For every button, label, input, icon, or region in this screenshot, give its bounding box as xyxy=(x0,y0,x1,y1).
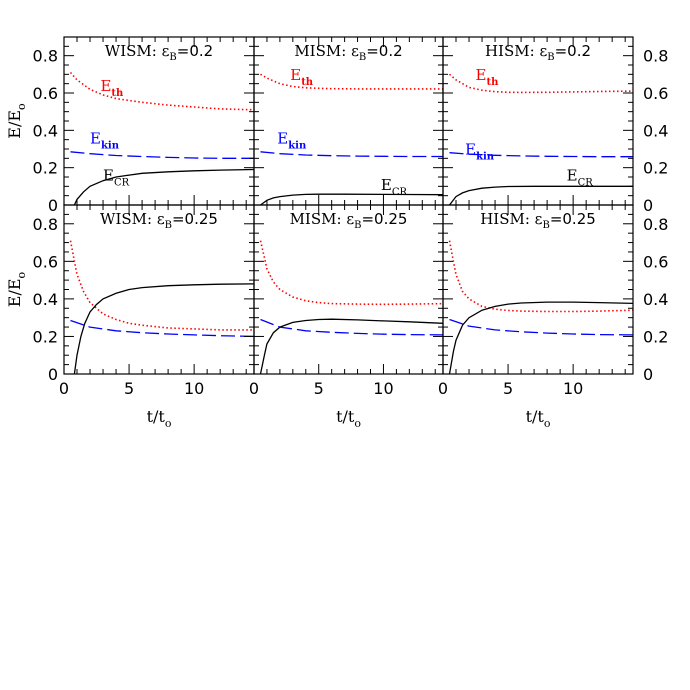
x-tick-label: 0 xyxy=(438,379,448,398)
y-tick-label: 0.6 xyxy=(643,252,668,271)
panel-frame xyxy=(253,36,444,206)
e-kin-label: Ekin xyxy=(277,129,307,151)
e-kin-curve xyxy=(260,151,443,158)
e-cr-curve xyxy=(73,283,255,375)
y-tick-label: 0.4 xyxy=(643,290,668,309)
x-tick-label: 10 xyxy=(563,379,583,398)
y-tick-label: 0.6 xyxy=(33,252,58,271)
e-cr-curve xyxy=(448,185,633,206)
y-tick-label: 0.6 xyxy=(33,84,58,103)
panel-title: MISM: εB=0.25 xyxy=(290,210,408,231)
e-cr-label: ECR xyxy=(381,176,408,198)
y-axis-label: E/Eo xyxy=(5,271,28,307)
e-cr-label: ECR xyxy=(567,167,594,189)
y-tick-label: 0.8 xyxy=(33,47,58,66)
e-th-curve xyxy=(69,71,255,111)
x-tick-label: 0 xyxy=(59,379,69,398)
panel-grid: WISM: εB=0.2 Eth Ekin ECR 0 0.2 0.4 0.6 0.8 E/Eo M… xyxy=(5,36,668,430)
y-tick-label: 0.6 xyxy=(643,84,668,103)
panel-title: MISM: εB=0.2 xyxy=(294,42,402,63)
e-th-curve xyxy=(69,240,254,331)
e-th-label: Eth xyxy=(476,66,500,88)
y-tick-label: 0.4 xyxy=(33,290,58,309)
panel-frame xyxy=(63,204,255,375)
panel-mism-1: MISM: εB=0.25 0 5 10 t/to xyxy=(249,204,444,430)
e-kin-label: Ekin xyxy=(465,141,495,163)
y-tick-label: 0.2 xyxy=(643,327,668,346)
panel-frame xyxy=(253,204,444,375)
panel-title: HISM: εB=0.25 xyxy=(480,210,596,231)
e-th-curve xyxy=(260,73,443,90)
panel-wism-0: WISM: εB=0.2 Eth Ekin ECR 0 0.2 0.4 0.6 0.8 E/Eo xyxy=(5,36,255,215)
panel-hism-0: HISM: εB=0.2 Eth Ekin ECR 0 0.2 0.4 0.6 0.8 xyxy=(442,36,668,215)
x-tick-label: 0 xyxy=(249,379,259,398)
y-tick-label: 0.2 xyxy=(33,327,58,346)
x-axis-label: t/to xyxy=(336,407,361,430)
y-axis-label: E/Eo xyxy=(5,103,28,139)
e-kin-label: Ekin xyxy=(90,129,120,151)
x-tick-label: 5 xyxy=(314,379,324,398)
e-kin-curve xyxy=(260,318,444,336)
e-th-label: Eth xyxy=(100,77,124,99)
e-cr-curve xyxy=(73,168,255,206)
e-cr-curve xyxy=(259,318,444,375)
x-axis-label: t/to xyxy=(526,407,551,430)
e-kin-curve xyxy=(449,152,633,158)
e-cr-curve xyxy=(260,193,444,206)
x-axis-label: t/to xyxy=(147,407,172,430)
e-cr-label: ECR xyxy=(103,167,130,189)
panel-frame xyxy=(63,36,255,206)
panel-hism-1: HISM: εB=0.25 0 0.2 0.4 0.6 0.8 0 5 10 t/to xyxy=(438,204,668,430)
y-tick-label: 0.8 xyxy=(33,215,58,234)
e-th-curve xyxy=(448,240,634,313)
y-tick-label: 0.4 xyxy=(33,121,58,140)
y-tick-label: 0.2 xyxy=(33,159,58,178)
y-tick-label: 0 xyxy=(48,196,58,215)
panel-title: HISM: εB=0.2 xyxy=(485,42,591,63)
panel-mism-0: MISM: εB=0.2 Eth Ekin ECR xyxy=(253,36,444,206)
e-kin-curve xyxy=(449,318,634,336)
e-th-label: Eth xyxy=(290,66,314,88)
x-tick-label: 5 xyxy=(503,379,513,398)
e-kin-curve xyxy=(70,319,255,338)
e-kin-curve xyxy=(70,151,254,159)
y-tick-label: 0.4 xyxy=(643,121,668,140)
panel-frame xyxy=(442,36,634,206)
panel-wism-1: WISM: εB=0.25 0 0.2 0.4 0.6 0.8 E/Eo 0 5 10 t/to xyxy=(5,204,255,430)
y-tick-label: 0 xyxy=(48,365,58,384)
panel-frame xyxy=(442,204,634,375)
e-cr-curve xyxy=(448,301,634,375)
y-tick-label: 0 xyxy=(643,196,653,215)
e-th-curve xyxy=(448,73,634,94)
e-th-curve xyxy=(259,240,444,306)
panel-title: WISM: εB=0.2 xyxy=(105,42,213,63)
y-tick-label: 0.8 xyxy=(643,215,668,234)
panel-title: WISM: εB=0.25 xyxy=(100,210,218,231)
x-tick-label: 10 xyxy=(373,379,393,398)
x-tick-label: 5 xyxy=(124,379,134,398)
y-tick-label: 0 xyxy=(643,365,653,384)
y-tick-label: 0.2 xyxy=(643,159,668,178)
y-tick-label: 0.8 xyxy=(643,47,668,66)
x-tick-label: 10 xyxy=(184,379,204,398)
